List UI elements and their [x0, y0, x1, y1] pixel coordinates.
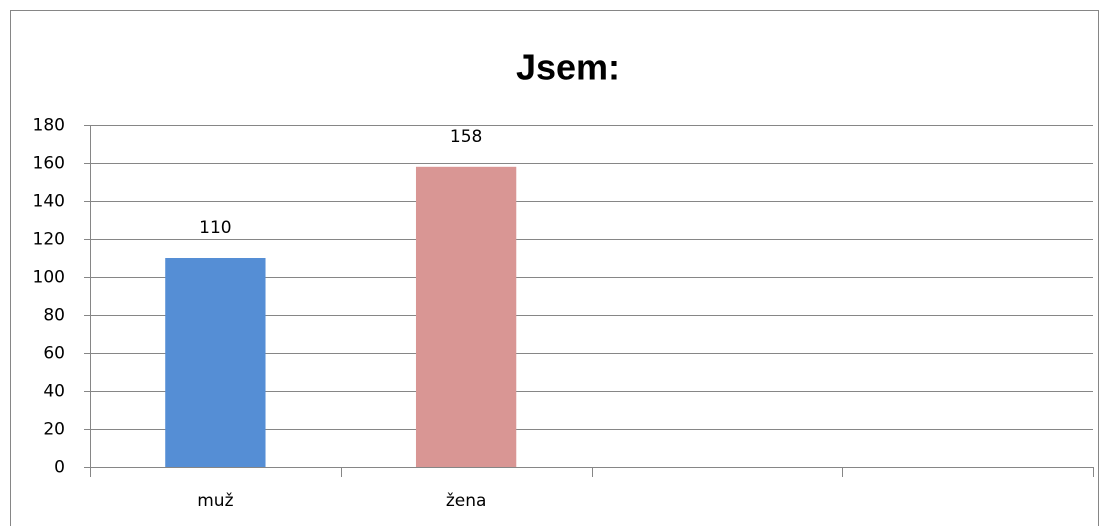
- x-tick-label: muž: [197, 491, 233, 511]
- chart-title: Jsem:: [516, 47, 620, 88]
- y-tick-label: 20: [43, 420, 65, 440]
- x-tick-label: žena: [446, 491, 487, 511]
- y-tick-label: 120: [33, 230, 65, 250]
- y-tick-label: 140: [33, 192, 65, 212]
- y-tick-label: 60: [43, 344, 65, 364]
- bar: [165, 258, 266, 467]
- y-tick-label: 0: [54, 458, 65, 478]
- y-tick-label: 160: [33, 154, 65, 174]
- y-tick-label: 100: [33, 268, 65, 288]
- y-tick-label: 40: [43, 382, 65, 402]
- data-label: 110: [199, 218, 231, 238]
- bar: [415, 166, 517, 468]
- y-tick-label: 180: [33, 116, 65, 136]
- y-tick-label: 80: [43, 306, 65, 326]
- data-label: 158: [450, 127, 482, 147]
